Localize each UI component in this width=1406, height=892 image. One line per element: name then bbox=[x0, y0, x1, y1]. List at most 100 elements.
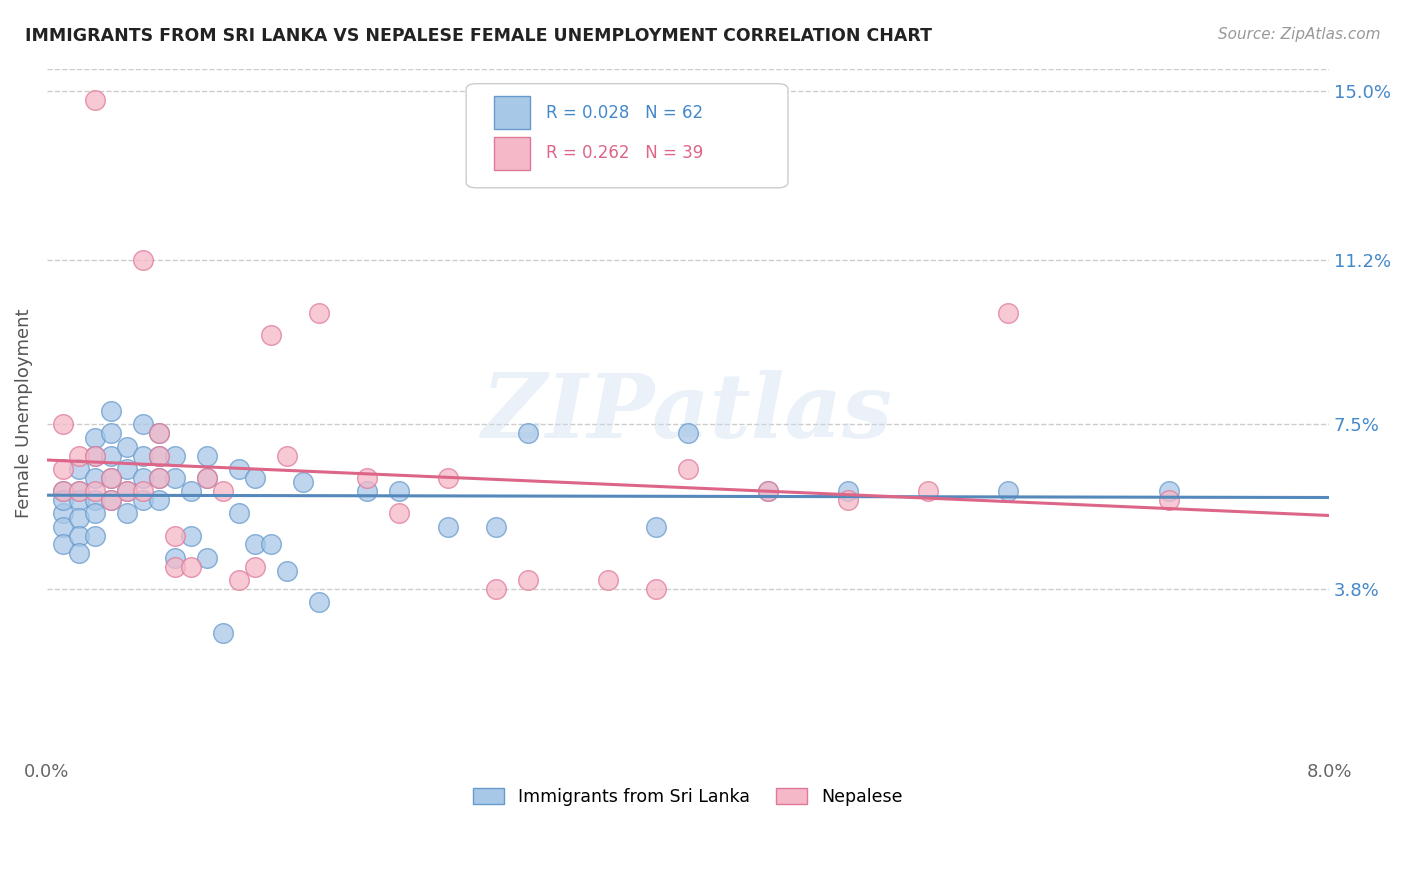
Point bbox=[84, 93, 107, 107]
Point bbox=[596, 573, 619, 587]
Point bbox=[195, 471, 218, 485]
Point bbox=[100, 471, 122, 485]
Point bbox=[676, 462, 699, 476]
Point bbox=[1157, 493, 1180, 508]
Point bbox=[165, 471, 187, 485]
Point bbox=[837, 493, 859, 508]
Point bbox=[132, 471, 155, 485]
Y-axis label: Female Unemployment: Female Unemployment bbox=[15, 309, 32, 518]
Point bbox=[228, 506, 250, 520]
Point bbox=[148, 493, 170, 508]
Point bbox=[644, 519, 666, 533]
Point bbox=[516, 573, 538, 587]
Point bbox=[308, 595, 330, 609]
Point bbox=[756, 484, 779, 499]
Point bbox=[84, 506, 107, 520]
Point bbox=[165, 559, 187, 574]
Point bbox=[52, 519, 75, 533]
Point bbox=[67, 510, 90, 524]
Point bbox=[132, 252, 155, 267]
Point bbox=[644, 582, 666, 596]
Point bbox=[165, 550, 187, 565]
Point bbox=[195, 550, 218, 565]
Point bbox=[52, 462, 75, 476]
Point bbox=[67, 493, 90, 508]
Point bbox=[132, 417, 155, 432]
Point bbox=[115, 484, 138, 499]
Text: Source: ZipAtlas.com: Source: ZipAtlas.com bbox=[1218, 27, 1381, 42]
Point bbox=[917, 484, 939, 499]
Point bbox=[67, 449, 90, 463]
Point bbox=[485, 582, 508, 596]
Legend: Immigrants from Sri Lanka, Nepalese: Immigrants from Sri Lanka, Nepalese bbox=[464, 780, 911, 814]
Point bbox=[67, 546, 90, 560]
Point bbox=[84, 493, 107, 508]
Point bbox=[52, 484, 75, 499]
Point bbox=[52, 484, 75, 499]
Point bbox=[308, 306, 330, 320]
Point bbox=[52, 493, 75, 508]
Point bbox=[997, 306, 1019, 320]
Point bbox=[837, 484, 859, 499]
Point bbox=[676, 426, 699, 441]
Point bbox=[195, 449, 218, 463]
Point bbox=[100, 471, 122, 485]
Point bbox=[148, 449, 170, 463]
Point bbox=[292, 475, 315, 490]
Point bbox=[84, 484, 107, 499]
Point bbox=[115, 440, 138, 454]
Point bbox=[1157, 484, 1180, 499]
FancyBboxPatch shape bbox=[495, 96, 530, 129]
Point bbox=[388, 484, 411, 499]
Point bbox=[356, 471, 378, 485]
Text: IMMIGRANTS FROM SRI LANKA VS NEPALESE FEMALE UNEMPLOYMENT CORRELATION CHART: IMMIGRANTS FROM SRI LANKA VS NEPALESE FE… bbox=[25, 27, 932, 45]
Point bbox=[100, 404, 122, 418]
Point bbox=[52, 537, 75, 551]
Point bbox=[67, 462, 90, 476]
Point bbox=[260, 328, 283, 343]
Text: ZIPatlas: ZIPatlas bbox=[482, 370, 893, 457]
Point bbox=[132, 449, 155, 463]
Point bbox=[212, 626, 235, 640]
Point bbox=[180, 528, 202, 542]
Point bbox=[756, 484, 779, 499]
Point bbox=[148, 449, 170, 463]
Point bbox=[132, 493, 155, 508]
Point bbox=[276, 564, 298, 578]
Point bbox=[228, 462, 250, 476]
Point bbox=[52, 417, 75, 432]
Point bbox=[84, 528, 107, 542]
Point bbox=[148, 426, 170, 441]
Point bbox=[148, 471, 170, 485]
Point bbox=[212, 484, 235, 499]
FancyBboxPatch shape bbox=[467, 84, 787, 188]
Point bbox=[100, 493, 122, 508]
Point bbox=[84, 449, 107, 463]
Point bbox=[276, 449, 298, 463]
Point bbox=[260, 537, 283, 551]
Point bbox=[67, 528, 90, 542]
Point bbox=[180, 484, 202, 499]
Text: R = 0.262   N = 39: R = 0.262 N = 39 bbox=[546, 145, 703, 162]
Point bbox=[115, 462, 138, 476]
Point bbox=[485, 519, 508, 533]
Point bbox=[165, 528, 187, 542]
Point bbox=[115, 484, 138, 499]
Point bbox=[388, 506, 411, 520]
Point bbox=[228, 573, 250, 587]
Point bbox=[84, 449, 107, 463]
Point bbox=[148, 426, 170, 441]
Point bbox=[67, 484, 90, 499]
Point bbox=[997, 484, 1019, 499]
Point bbox=[245, 559, 267, 574]
Point bbox=[52, 506, 75, 520]
Point bbox=[67, 484, 90, 499]
Point bbox=[100, 449, 122, 463]
Point bbox=[165, 449, 187, 463]
Point bbox=[148, 471, 170, 485]
Point bbox=[436, 519, 458, 533]
Point bbox=[245, 471, 267, 485]
Point bbox=[516, 426, 538, 441]
Point bbox=[195, 471, 218, 485]
FancyBboxPatch shape bbox=[495, 136, 530, 169]
